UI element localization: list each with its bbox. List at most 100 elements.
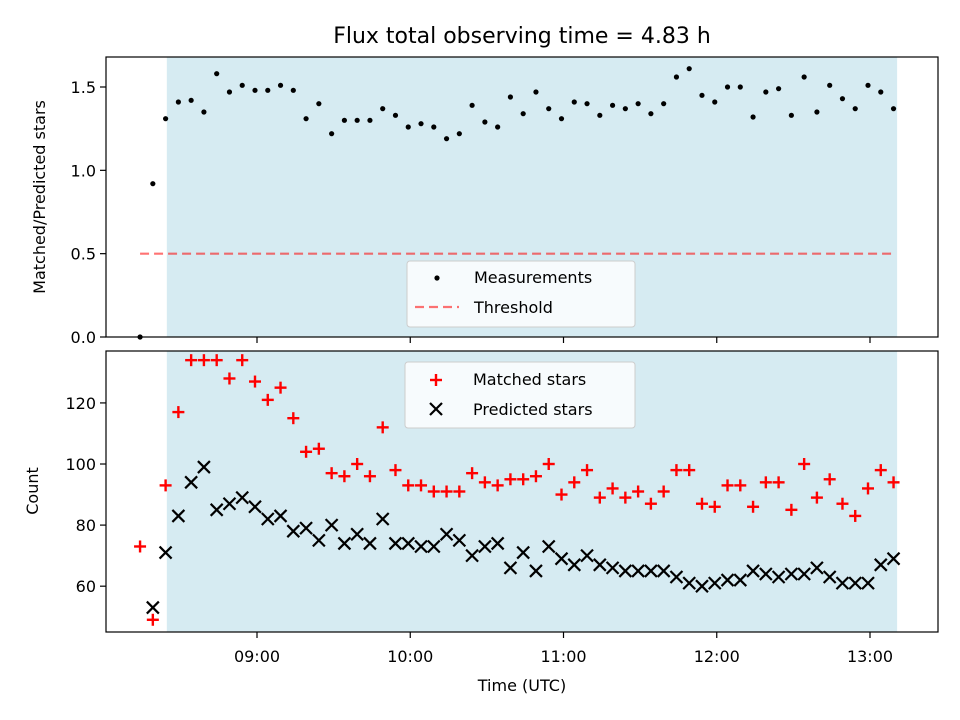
matched-star-point xyxy=(287,412,300,425)
matched-star-point xyxy=(236,354,249,367)
top-legend: Measurements Threshold xyxy=(406,260,636,328)
predicted-star-point xyxy=(644,564,658,578)
measurement-point xyxy=(277,82,284,88)
predicted-star-point xyxy=(324,518,339,532)
measurement-point xyxy=(724,84,731,90)
measurement-point xyxy=(763,89,769,95)
x-tick-label: 12:00 xyxy=(694,647,740,666)
matched-star-point xyxy=(695,497,708,510)
predicted-star-point xyxy=(235,490,250,505)
measurement-point xyxy=(635,101,641,107)
matched-star-point xyxy=(759,476,772,489)
predicted-star-point xyxy=(465,548,479,563)
matched-star-point xyxy=(849,509,862,522)
measurement-point xyxy=(329,131,335,137)
predicted-star-point xyxy=(822,570,837,584)
matched-star-point xyxy=(785,503,798,516)
measurement-point xyxy=(405,124,411,130)
measurement-point xyxy=(558,116,565,122)
predicted-star-point xyxy=(337,536,352,551)
predicted-star-point xyxy=(375,512,390,526)
matched-star-point xyxy=(261,393,274,406)
y-tick-label: 0.0 xyxy=(71,328,96,347)
matched-star-point xyxy=(798,458,811,471)
measurement-point xyxy=(214,71,220,77)
predicted-star-point xyxy=(541,539,556,554)
predicted-star-point xyxy=(759,567,773,581)
legend-measurements-marker xyxy=(434,275,440,281)
predicted-star-point xyxy=(286,524,301,538)
matched-star-point xyxy=(632,485,645,498)
measurement-point xyxy=(571,99,577,105)
matched-star-point xyxy=(862,482,874,495)
measurement-point xyxy=(265,87,271,93)
predicted-star-point xyxy=(848,576,863,590)
measurement-point xyxy=(533,89,539,95)
predicted-star-point xyxy=(299,521,313,535)
y-tick-label: 100 xyxy=(65,455,96,474)
matched-star-point xyxy=(440,485,453,498)
y-tick-label: 1.5 xyxy=(71,78,96,97)
legend-predicted-marker xyxy=(429,402,443,416)
chart-title: Flux total observing time = 4.83 h xyxy=(333,24,711,49)
measurement-point xyxy=(443,136,450,142)
bottom-legend: Matched stars Predicted stars xyxy=(404,361,636,429)
matched-star-point xyxy=(657,485,670,498)
measurement-point xyxy=(712,99,718,105)
x-tick-label: 10:00 xyxy=(387,647,433,666)
predicted-star-point xyxy=(682,576,696,590)
matched-star-point xyxy=(721,479,734,492)
x-tick-label: 13:00 xyxy=(847,647,893,666)
predicted-star-point xyxy=(222,496,237,511)
predicted-star-point xyxy=(529,564,543,578)
measurement-point xyxy=(878,89,884,95)
measurement-point xyxy=(175,99,181,105)
matched-star-point xyxy=(644,497,657,510)
predicted-star-point xyxy=(478,539,492,554)
predicted-star-point xyxy=(427,539,441,554)
measurement-point xyxy=(303,116,309,122)
x-tick-label: 09:00 xyxy=(234,647,280,666)
measurement-point xyxy=(392,112,399,118)
measurement-point xyxy=(648,111,654,117)
predicted-star-point xyxy=(567,558,582,572)
predicted-star-point xyxy=(810,561,824,575)
predicted-star-point xyxy=(631,564,645,578)
matched-star-point xyxy=(568,476,581,489)
predicted-star-point xyxy=(260,512,275,526)
measurement-point xyxy=(188,97,194,103)
predicted-star-point xyxy=(401,536,416,551)
matched-star-point xyxy=(415,479,428,492)
legend-matched-label: Matched stars xyxy=(473,370,586,389)
measurement-point xyxy=(801,74,807,80)
matched-star-point xyxy=(466,467,479,480)
measurement-point xyxy=(520,111,526,117)
predicted-star-point xyxy=(516,545,530,560)
measurement-point xyxy=(852,106,858,112)
y-tick-label: 80 xyxy=(76,516,96,535)
predicted-star-point xyxy=(388,536,403,551)
matched-star-point xyxy=(402,479,415,492)
predicted-star-point xyxy=(771,570,786,584)
measurement-point xyxy=(839,96,846,102)
matched-star-point xyxy=(683,464,696,477)
matched-star-point xyxy=(874,464,887,477)
measurement-point xyxy=(456,131,462,137)
measurement-point xyxy=(290,87,296,93)
measurement-point xyxy=(750,114,756,120)
measurement-point xyxy=(201,109,207,115)
predicted-star-point xyxy=(886,551,901,566)
y-tick-label: 60 xyxy=(76,577,96,596)
matched-star-point xyxy=(593,491,606,504)
measurement-point xyxy=(609,102,616,108)
predicted-star-point xyxy=(146,600,160,615)
predicted-star-point xyxy=(414,539,428,554)
matched-star-point xyxy=(427,485,440,498)
matched-star-point xyxy=(159,479,172,492)
legend-matched-marker xyxy=(430,374,442,386)
matched-star-point xyxy=(363,470,376,483)
y-tick-label: 1.0 xyxy=(71,161,96,180)
matched-star-point xyxy=(197,354,210,367)
predicted-star-point xyxy=(503,561,518,575)
